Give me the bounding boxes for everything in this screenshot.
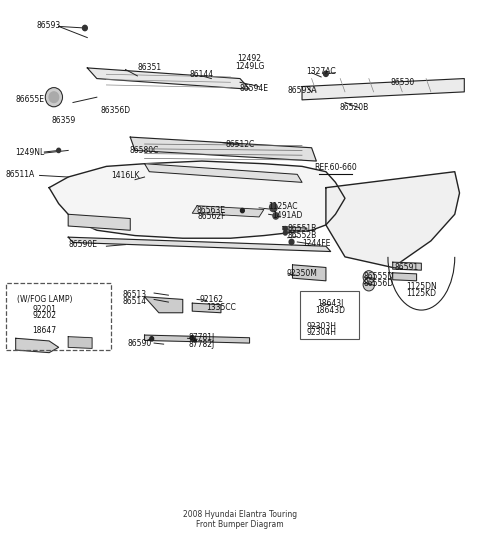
Polygon shape [283,226,307,231]
Polygon shape [144,297,183,313]
Text: 1244FE: 1244FE [302,239,331,248]
Text: 92350M: 92350M [287,270,317,278]
Text: 86591: 86591 [395,263,419,272]
Polygon shape [68,215,130,230]
Text: 86520B: 86520B [340,103,369,112]
Text: 86356D: 86356D [101,106,131,115]
Polygon shape [326,172,459,268]
Circle shape [191,335,194,340]
Text: 12492: 12492 [238,55,262,63]
Circle shape [240,209,244,213]
Text: 86552B: 86552B [288,231,317,240]
Text: 1249LG: 1249LG [235,63,264,71]
Circle shape [324,71,328,77]
Text: 1125AC: 1125AC [268,202,298,211]
Circle shape [283,226,287,231]
Polygon shape [49,161,345,238]
Circle shape [363,271,374,284]
Text: 92304H: 92304H [306,328,336,338]
Text: 86563E: 86563E [197,205,226,215]
Text: 86555D: 86555D [363,272,394,281]
Polygon shape [68,237,331,251]
Text: 2008 Hyundai Elantra Touring
Front Bumper Diagram: 2008 Hyundai Elantra Touring Front Bumpe… [183,510,297,529]
Text: 86590: 86590 [128,339,152,348]
Text: 92202: 92202 [32,311,56,320]
Text: 86511A: 86511A [6,170,35,179]
Text: 86514: 86514 [123,296,147,305]
Circle shape [289,239,294,244]
Text: 1491AD: 1491AD [273,211,303,220]
Text: 92162: 92162 [199,295,223,304]
Text: 86562F: 86562F [197,212,226,221]
Text: 92201: 92201 [32,304,56,314]
Circle shape [57,148,60,152]
Text: 1125KD: 1125KD [407,288,436,297]
Circle shape [83,25,87,30]
Text: 1249NL: 1249NL [15,148,45,157]
Text: 1416LK: 1416LK [111,171,140,180]
Text: 86590E: 86590E [68,240,97,249]
Text: 86513: 86513 [123,289,147,299]
Text: 86530: 86530 [390,78,414,87]
Circle shape [273,213,279,219]
Polygon shape [68,337,92,348]
Circle shape [49,92,59,103]
Polygon shape [302,79,464,100]
Text: 86580C: 86580C [130,146,159,155]
Circle shape [193,339,196,342]
Text: (W/FOG LAMP): (W/FOG LAMP) [17,295,72,304]
Text: 86551B: 86551B [288,224,317,233]
Polygon shape [16,338,59,353]
Text: 86593: 86593 [37,21,61,30]
Circle shape [45,88,62,107]
Circle shape [150,337,154,341]
Text: 1327AC: 1327AC [306,67,336,76]
Text: 92303H: 92303H [306,322,336,331]
Text: 18643D: 18643D [316,305,346,315]
Text: 86359: 86359 [51,116,75,125]
Text: 86512C: 86512C [226,140,254,149]
Polygon shape [144,335,250,343]
Polygon shape [292,265,326,281]
Circle shape [283,231,287,235]
Text: 86351: 86351 [137,64,161,72]
Text: 18647: 18647 [32,326,57,335]
Text: 86556D: 86556D [363,279,394,288]
Polygon shape [130,137,316,161]
Polygon shape [144,164,302,182]
Polygon shape [393,262,421,270]
Polygon shape [393,273,417,281]
Text: 87782J: 87782J [189,340,215,349]
Text: 87781J: 87781J [189,333,215,342]
Circle shape [363,278,374,291]
Polygon shape [192,206,264,217]
Text: 86655E: 86655E [15,95,45,104]
Text: 18643J: 18643J [317,299,344,308]
Text: 1335CC: 1335CC [206,303,236,312]
Polygon shape [87,68,250,89]
Circle shape [270,203,277,212]
Text: 86144: 86144 [190,70,214,79]
Text: 86594E: 86594E [240,84,269,93]
Text: 86593A: 86593A [288,86,317,95]
Text: 1125DN: 1125DN [406,281,437,291]
Text: REF.60-660: REF.60-660 [314,163,357,172]
Polygon shape [192,303,221,313]
